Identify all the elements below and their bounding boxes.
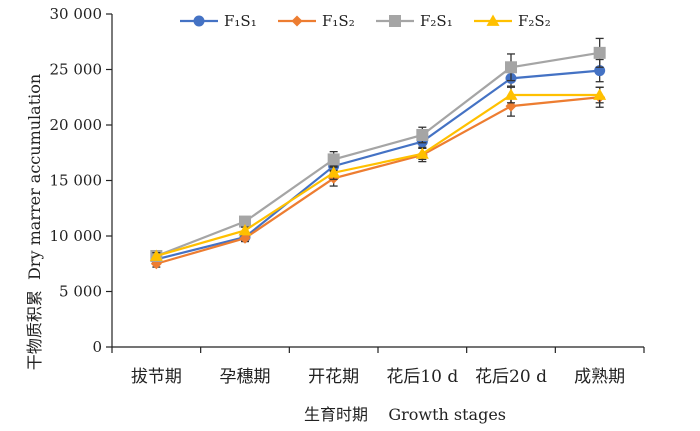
legend: F₁S₁ F₁S₂ F₂S₁ F₂S₂: [180, 12, 551, 30]
y-tick-label: 25 000: [50, 61, 103, 79]
y-tick-label: 20 000: [50, 116, 103, 134]
series-1: [150, 58, 606, 265]
data-point: [593, 88, 607, 100]
legend-label: F₁S₂: [322, 12, 355, 30]
legend-label: F₂S₁: [420, 12, 453, 30]
x-tick-label: 成熟期: [574, 366, 625, 387]
x-tick-label: 孕穗期: [220, 367, 271, 387]
legend-label: F₁S₁: [224, 12, 257, 30]
x-tick-label: 开花期: [308, 367, 359, 387]
data-point: [593, 46, 606, 59]
legend-marker: [486, 14, 500, 26]
x-tick-label: 拔节期: [131, 367, 182, 387]
series-line: [156, 93, 600, 258]
x-axis-title: 生育时期 Growth stages: [304, 405, 506, 424]
data-point: [504, 88, 518, 100]
data-point: [239, 215, 251, 228]
legend-label: F₂S₂: [518, 12, 551, 30]
data-point: [327, 166, 341, 178]
x-ticks: 拔节期 孕穗期 开花期 花后10 d 花后20 d 成熟期: [111, 347, 645, 387]
y-tick-label: 30 000: [50, 5, 103, 23]
axes: [111, 14, 644, 348]
legend-item: F₂S₂: [474, 12, 551, 30]
y-tick-label: 5 000: [59, 283, 102, 301]
legend-marker: [291, 15, 303, 27]
x-tick-label: 花后10 d: [386, 367, 458, 387]
series-2: [150, 86, 606, 270]
y-axis-title: 干物质积累 Dry marrer accumulation: [25, 74, 44, 370]
data-point: [415, 147, 429, 159]
y-tick-label: 10 000: [50, 227, 103, 245]
legend-item: F₁S₁: [180, 12, 257, 30]
legend-marker: [389, 15, 401, 27]
y-tick-label: 0: [92, 338, 102, 356]
legend-item: F₂S₁: [376, 12, 453, 30]
data-point: [149, 249, 163, 261]
series-line: [156, 69, 600, 261]
series-line: [155, 51, 600, 258]
series-layer: [149, 37, 607, 270]
legend-item: F₁S₂: [278, 12, 355, 30]
y-tick-label: 15 000: [50, 172, 103, 190]
data-point: [327, 153, 340, 166]
data-point: [238, 223, 252, 236]
y-ticks: 0 5 000 10 000 15 000 20 000 25 000 30 000: [50, 5, 112, 356]
data-point: [416, 128, 429, 141]
legend-marker: [193, 15, 205, 27]
series-line: [156, 96, 600, 265]
x-tick-label: 花后20 d: [475, 367, 547, 387]
series-4: [149, 86, 607, 261]
data-point: [239, 232, 251, 244]
data-point: [505, 61, 517, 74]
series-3: [150, 37, 606, 262]
